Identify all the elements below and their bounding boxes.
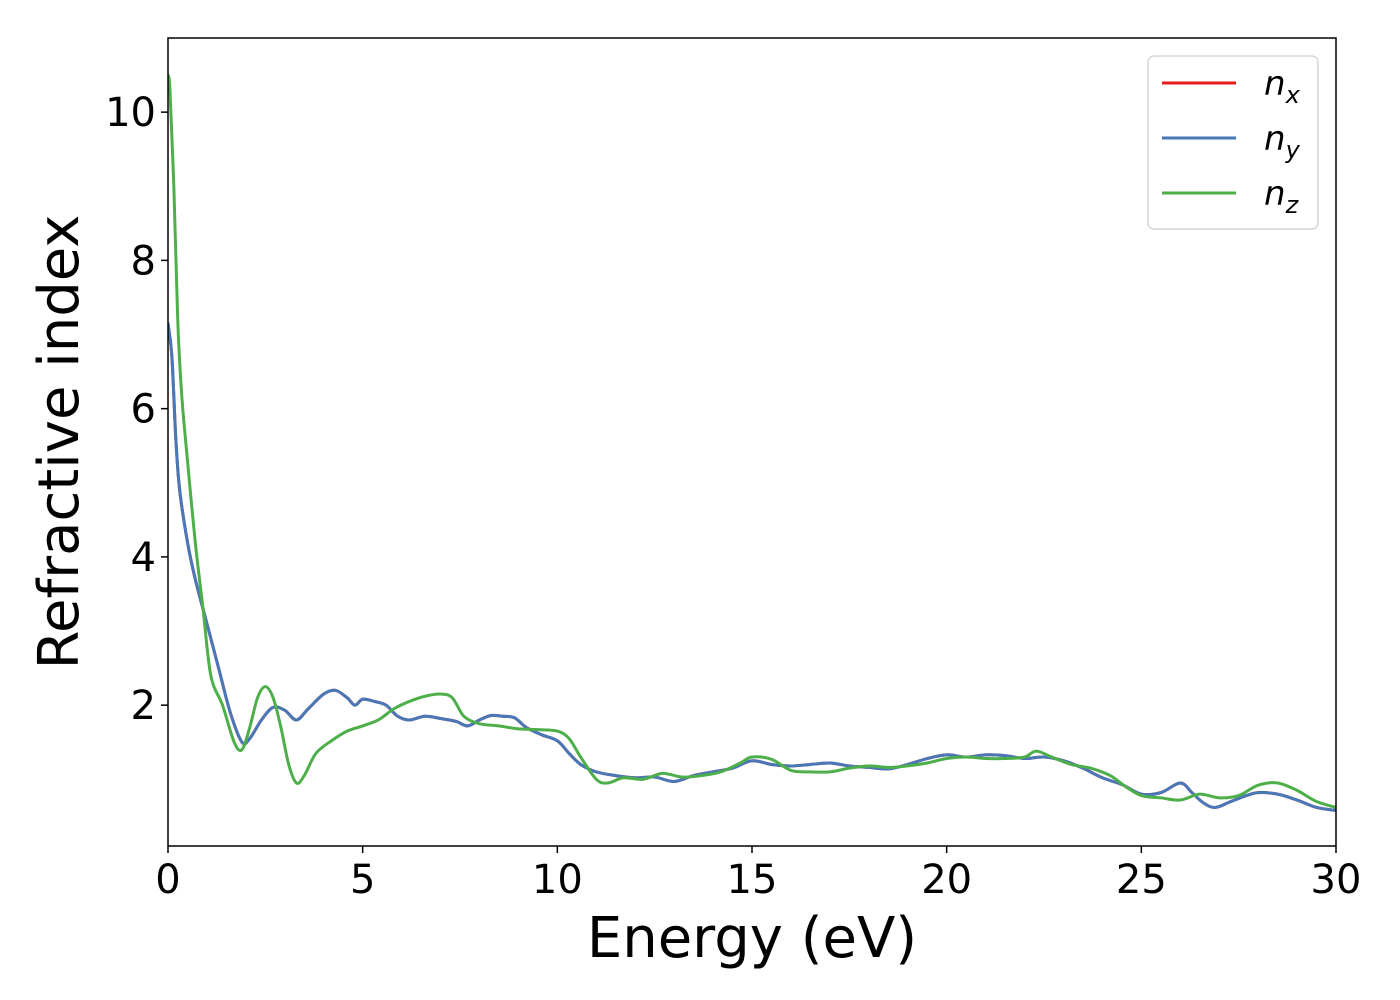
legend-label-n-y: ny <box>1264 119 1301 164</box>
y-tick-label: 2 <box>131 683 156 729</box>
x-tick-label: 30 <box>1311 857 1362 903</box>
legend: nx ny nz <box>1147 55 1319 230</box>
y-axis-title: Refractive index <box>27 215 92 670</box>
y-tick-label: 8 <box>131 238 156 284</box>
legend-label-n-z: nz <box>1264 174 1300 219</box>
y-tick-label: 10 <box>105 90 156 136</box>
x-tick-label: 20 <box>921 857 972 903</box>
x-tick-label: 5 <box>350 857 375 903</box>
x-tick-label: 10 <box>532 857 583 903</box>
series-layer <box>168 73 1336 812</box>
y-tick-label: 4 <box>131 535 156 581</box>
legend-box <box>1147 55 1319 230</box>
y-tick-label: 6 <box>131 387 156 433</box>
ticks-layer: 0 5 10 15 20 25 30 2 4 6 8 10 <box>105 90 1361 903</box>
x-tick-label: 15 <box>727 857 778 903</box>
series-line-n-z <box>168 73 1336 809</box>
x-tick-label: 0 <box>155 857 180 903</box>
x-tick-label: 25 <box>1116 857 1167 903</box>
legend-label-n-x: nx <box>1264 64 1301 109</box>
x-axis-title: Energy (eV) <box>587 906 917 971</box>
